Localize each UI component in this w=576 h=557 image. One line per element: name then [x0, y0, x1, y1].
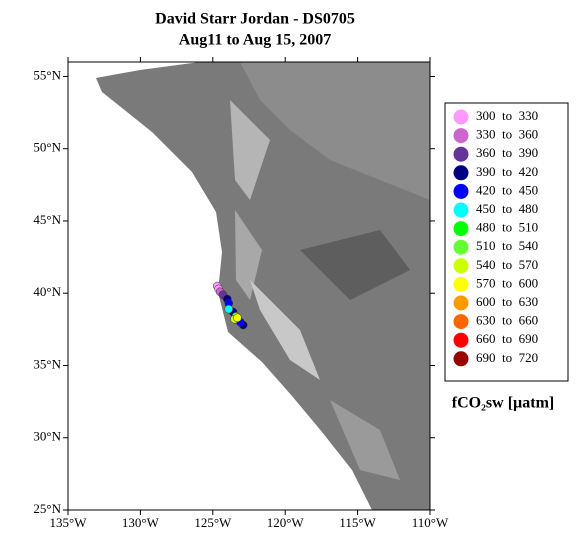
legend-label: 300 to 330 [476, 108, 538, 123]
x-tick-label: 125°W [194, 515, 232, 530]
track-point [233, 313, 242, 323]
legend-label: 390 to 420 [476, 164, 538, 179]
x-tick-label: 110°W [412, 515, 449, 530]
legend-label: 360 to 390 [476, 145, 538, 160]
legend-swatch [453, 332, 469, 348]
y-tick-label: 50°N [33, 140, 61, 155]
legend-label: 600 to 630 [476, 294, 538, 309]
plot-frame [67, 61, 431, 511]
legend-swatch [453, 314, 469, 330]
legend-label: 690 to 720 [476, 350, 538, 365]
legend-label: 480 to 510 [476, 220, 538, 235]
legend-swatch [453, 183, 469, 199]
legend-swatch [453, 202, 469, 218]
legend-label: 660 to 690 [476, 331, 538, 346]
track-point [224, 304, 233, 314]
y-tick-label: 35°N [33, 356, 61, 371]
title: David Starr Jordan - DS0705 [155, 11, 355, 28]
x-tick-label: 135°W [50, 515, 88, 530]
y-tick-label: 30°N [33, 429, 61, 444]
legend-swatch [453, 258, 469, 274]
x-tick-label: 120°W [267, 515, 305, 530]
y-tick-label: 25°N [33, 501, 61, 516]
legend-swatch [453, 239, 469, 255]
legend-swatch [453, 276, 469, 292]
legend-swatch [453, 146, 469, 162]
legend-swatch [453, 221, 469, 237]
legend-title: fCO₂sw [µatm] [452, 395, 554, 412]
y-tick-label: 45°N [33, 212, 61, 227]
subtitle: Aug11 to Aug 15, 2007 [179, 32, 331, 49]
legend-swatch [453, 351, 469, 367]
legend-label: 450 to 480 [476, 201, 538, 216]
terrain [68, 62, 430, 510]
legend-label: 510 to 540 [476, 238, 538, 253]
y-tick-label: 55°N [33, 67, 61, 82]
legend-label: 630 to 660 [476, 313, 538, 328]
legend-swatch [453, 295, 469, 311]
legend-label: 540 to 570 [476, 257, 538, 272]
legend-label: 420 to 450 [476, 182, 538, 197]
legend-swatch [453, 128, 469, 144]
legend-swatch [453, 109, 469, 125]
x-tick-label: 115°W [339, 515, 376, 530]
x-tick-label: 130°W [122, 515, 160, 530]
legend-swatch [453, 165, 469, 181]
y-tick-label: 40°N [33, 284, 61, 299]
legend-label: 330 to 360 [476, 127, 538, 142]
legend-label: 570 to 600 [476, 275, 538, 290]
